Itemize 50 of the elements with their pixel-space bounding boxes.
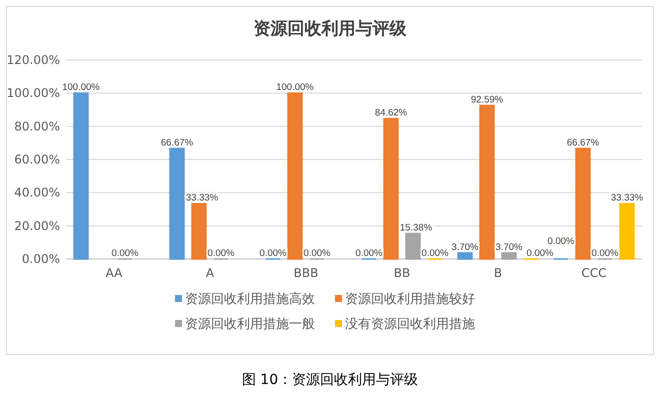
x-tick-label: CCC — [581, 266, 607, 280]
y-tick-label: 20.00% — [14, 218, 60, 233]
y-tick-label: 60.00% — [14, 152, 60, 166]
legend-label: 资源回收利用措施一般 — [185, 317, 315, 332]
data-label: 3.70% — [452, 242, 480, 253]
x-tick-label: B — [494, 266, 502, 280]
y-tick-label: 40.00% — [14, 186, 60, 200]
data-label: 100.00% — [62, 82, 100, 94]
bar — [457, 252, 473, 260]
x-tick-label: BB — [394, 266, 410, 280]
data-label: 66.67% — [160, 137, 194, 148]
data-label: 0.00% — [112, 248, 140, 259]
data-label: 66.67% — [566, 137, 600, 148]
data-label: 33.33% — [610, 192, 644, 204]
bar — [405, 232, 421, 260]
data-label: 0.00% — [260, 248, 288, 259]
legend-label: 没有资源回收利用措施 — [345, 317, 475, 332]
data-label: 3.70% — [496, 242, 524, 253]
y-tick-label: 0.00% — [22, 252, 60, 266]
caption: 图 10：资源回收利用与评级 — [242, 372, 418, 388]
bar — [619, 202, 635, 260]
bar — [191, 202, 207, 260]
data-label: 0.00% — [422, 248, 450, 259]
legend-label: 资源回收利用措施较好 — [345, 292, 475, 307]
data-label: 100.00% — [276, 82, 314, 94]
legend-label: 资源回收利用措施高效 — [185, 291, 315, 307]
bar — [501, 252, 517, 260]
bar — [287, 92, 303, 260]
data-label: 33.33% — [186, 192, 219, 204]
data-label: 0.00% — [592, 248, 620, 259]
x-tick-label: A — [206, 266, 215, 280]
bar — [575, 148, 591, 260]
bar — [169, 148, 185, 260]
data-label: 0.00% — [304, 248, 332, 259]
bar — [383, 118, 399, 260]
y-tick-label: 120.00% — [6, 53, 60, 67]
chart-title: 资源回收利用与评级 — [254, 19, 408, 39]
data-label: 84.62% — [374, 108, 408, 119]
data-label: 0.00% — [356, 248, 384, 259]
bar — [479, 104, 495, 260]
data-label: 92.59% — [470, 94, 504, 106]
y-tick-label: 80.00% — [14, 119, 60, 134]
data-label: 0.00% — [526, 248, 554, 259]
data-label: 0.00% — [548, 236, 576, 247]
bar — [73, 92, 89, 260]
x-tick-label: AA — [106, 266, 124, 280]
data-label: 0.00% — [208, 248, 236, 259]
y-tick-label: 100.00% — [6, 86, 60, 100]
data-label: 15.38% — [400, 222, 433, 234]
x-tick-label: BBB — [294, 266, 318, 280]
